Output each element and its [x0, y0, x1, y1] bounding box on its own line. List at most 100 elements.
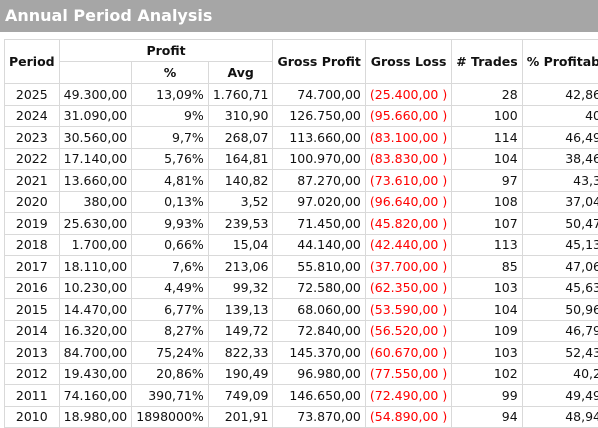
cell-gross-loss: (60.670,00 ) — [364, 341, 453, 364]
cell-profitable: 47,06% — [521, 255, 598, 278]
cell-profit-avg: 201,91 — [207, 405, 274, 428]
cell-gross-loss: (73.610,00 ) — [364, 169, 453, 192]
table-row[interactable]: 2016 10.230,00 4,49% 99,32 72.580,00 (62.350,… — [4, 276, 598, 299]
cell-trades: 103 — [451, 276, 523, 299]
table-row[interactable]: 2020 380,00 0,13% 3,52 97.020,00 (96.640,00 )… — [4, 190, 598, 213]
cell-period: 2013 — [4, 341, 60, 364]
table-row[interactable]: 2017 18.110,00 7,6% 213,06 55.810,00 (37.700,… — [4, 255, 598, 278]
cell-profit-pct: 9% — [131, 104, 209, 127]
cell-profit: 18.980,00 — [58, 405, 133, 428]
cell-profitable: 43,3% — [521, 169, 598, 192]
cell-profit-pct: 9,93% — [131, 212, 209, 235]
cell-gross-profit: 100.970,00 — [272, 147, 366, 170]
cell-profit-pct: 4,81% — [131, 169, 209, 192]
table-row[interactable]: 2013 84.700,00 75,24% 822,33 145.370,00 (60.6… — [4, 341, 598, 364]
cell-profit-pct: 390,71% — [131, 384, 209, 407]
table-row[interactable]: 2014 16.320,00 8,27% 149,72 72.840,00 (56.520… — [4, 319, 598, 342]
cell-gross-loss: (96.640,00 ) — [364, 190, 453, 213]
cell-profit: 30.560,00 — [58, 126, 133, 149]
table-row[interactable]: 2011 74.160,00 390,71% 749,09 146.650,00 (72.… — [4, 384, 598, 407]
cell-profit-avg: 822,33 — [207, 341, 274, 364]
cell-period: 2023 — [4, 126, 60, 149]
cell-trades: 113 — [451, 233, 523, 256]
cell-period: 2022 — [4, 147, 60, 170]
cell-profit-pct: 8,27% — [131, 319, 209, 342]
cell-profit-avg: 99,32 — [207, 276, 274, 299]
cell-profit: 380,00 — [58, 190, 133, 213]
cell-profit: 31.090,00 — [58, 104, 133, 127]
cell-gross-loss: (54.890,00 ) — [364, 405, 453, 428]
cell-profitable: 42,86% — [521, 83, 598, 106]
cell-trades: 97 — [451, 169, 523, 192]
header-period[interactable]: Period — [4, 39, 60, 84]
header-gross-loss[interactable]: Gross Loss — [364, 39, 453, 84]
header-profit-pct[interactable]: % — [131, 61, 209, 84]
table-row[interactable]: 2024 31.090,00 9% 310,90 126.750,00 (95.660,0… — [4, 104, 598, 127]
table-row[interactable]: 2019 25.630,00 9,93% 239,53 71.450,00 (45.820… — [4, 212, 598, 235]
table-body: 2025 49.300,00 13,09% 1.760,71 74.700,00 (25.… — [4, 83, 598, 428]
cell-profit-pct: 5,76% — [131, 147, 209, 170]
cell-gross-loss: (25.400,00 ) — [364, 83, 453, 106]
cell-gross-profit: 96.980,00 — [272, 362, 366, 385]
cell-gross-loss: (45.820,00 ) — [364, 212, 453, 235]
cell-profit-pct: 6,77% — [131, 298, 209, 321]
cell-trades: 103 — [451, 341, 523, 364]
cell-profit: 14.470,00 — [58, 298, 133, 321]
cell-trades: 102 — [451, 362, 523, 385]
cell-profit-avg: 213,06 — [207, 255, 274, 278]
header-profit-avg[interactable]: Avg — [207, 61, 274, 84]
cell-gross-profit: 72.840,00 — [272, 319, 366, 342]
cell-profitable: 48,94% — [521, 405, 598, 428]
header-profit[interactable]: Profit — [58, 39, 274, 62]
cell-period: 2010 — [4, 405, 60, 428]
cell-profit-avg: 310,90 — [207, 104, 274, 127]
cell-gross-profit: 68.060,00 — [272, 298, 366, 321]
cell-period: 2015 — [4, 298, 60, 321]
cell-profit: 16.320,00 — [58, 319, 133, 342]
table-row[interactable]: 2010 18.980,00 1898000% 201,91 73.870,00 (54.… — [4, 405, 598, 428]
table-row[interactable]: 2022 17.140,00 5,76% 164,81 100.970,00 (83.83… — [4, 147, 598, 170]
cell-profit-avg: 1.760,71 — [207, 83, 274, 106]
table-row[interactable]: 2012 19.430,00 20,86% 190,49 96.980,00 (77.55… — [4, 362, 598, 385]
cell-gross-profit: 74.700,00 — [272, 83, 366, 106]
header-trades[interactable]: # Trades — [451, 39, 523, 84]
cell-profitable: 49,49% — [521, 384, 598, 407]
cell-period: 2021 — [4, 169, 60, 192]
cell-profitable: 37,04% — [521, 190, 598, 213]
cell-profit: 49.300,00 — [58, 83, 133, 106]
cell-profit: 13.660,00 — [58, 169, 133, 192]
cell-gross-loss: (62.350,00 ) — [364, 276, 453, 299]
cell-profit: 19.430,00 — [58, 362, 133, 385]
header-profitable[interactable]: % Profitable — [521, 39, 598, 84]
cell-profitable: 45,13% — [521, 233, 598, 256]
table-row[interactable]: 2025 49.300,00 13,09% 1.760,71 74.700,00 (25.… — [4, 83, 598, 106]
cell-gross-profit: 145.370,00 — [272, 341, 366, 364]
cell-trades: 85 — [451, 255, 523, 278]
cell-trades: 108 — [451, 190, 523, 213]
cell-gross-loss: (95.660,00 ) — [364, 104, 453, 127]
cell-gross-profit: 72.580,00 — [272, 276, 366, 299]
cell-profit-pct: 0,66% — [131, 233, 209, 256]
cell-gross-profit: 71.450,00 — [272, 212, 366, 235]
cell-period: 2024 — [4, 104, 60, 127]
cell-trades: 109 — [451, 319, 523, 342]
cell-gross-loss: (72.490,00 ) — [364, 384, 453, 407]
table-row[interactable]: 2015 14.470,00 6,77% 139,13 68.060,00 (53.590… — [4, 298, 598, 321]
cell-profit-pct: 13,09% — [131, 83, 209, 106]
table-row[interactable]: 2023 30.560,00 9,7% 268,07 113.660,00 (83.100… — [4, 126, 598, 149]
cell-profit-avg: 164,81 — [207, 147, 274, 170]
cell-profitable: 50,47% — [521, 212, 598, 235]
table-row[interactable]: 2021 13.660,00 4,81% 140,82 87.270,00 (73.610… — [4, 169, 598, 192]
cell-profit: 1.700,00 — [58, 233, 133, 256]
cell-gross-profit: 73.870,00 — [272, 405, 366, 428]
cell-period: 2017 — [4, 255, 60, 278]
cell-trades: 94 — [451, 405, 523, 428]
cell-gross-loss: (37.700,00 ) — [364, 255, 453, 278]
header-gross-profit[interactable]: Gross Profit — [272, 39, 366, 84]
cell-profit-pct: 1898000% — [131, 405, 209, 428]
cell-profit-pct: 4,49% — [131, 276, 209, 299]
cell-gross-loss: (42.440,00 ) — [364, 233, 453, 256]
cell-period: 2018 — [4, 233, 60, 256]
cell-period: 2019 — [4, 212, 60, 235]
table-row[interactable]: 2018 1.700,00 0,66% 15,04 44.140,00 (42.440,0… — [4, 233, 598, 256]
